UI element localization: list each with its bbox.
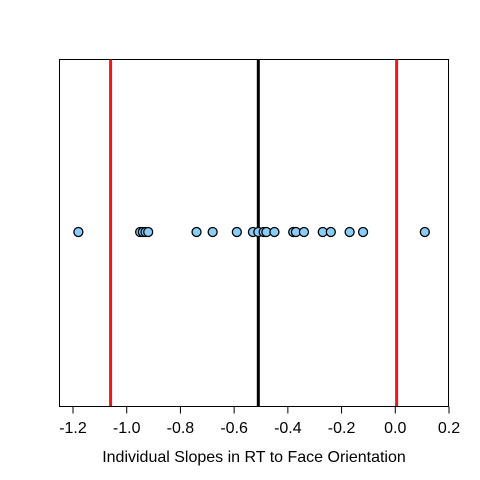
x-axis: -1.2 -1.0 -0.8 -0.6 -0.4 -0.2 0.0 0.2 <box>59 406 460 437</box>
data-point <box>73 226 84 238</box>
data-points <box>73 226 430 238</box>
x-tick-label: -0.8 <box>167 420 195 437</box>
x-tick-label: -0.2 <box>328 420 356 437</box>
data-point <box>191 226 202 238</box>
data-point <box>357 226 369 238</box>
x-tick-label: 0.0 <box>384 420 406 437</box>
data-point <box>419 226 430 238</box>
x-tick-label: -1.2 <box>59 420 87 437</box>
x-tick-label: -0.6 <box>220 420 248 437</box>
data-point <box>269 226 280 238</box>
data-point <box>231 226 242 238</box>
data-point <box>207 226 218 238</box>
data-point <box>325 226 336 238</box>
x-tick-label: -1.0 <box>113 420 141 437</box>
x-tick-label: 0.2 <box>438 420 460 437</box>
data-point <box>344 226 355 238</box>
x-axis-title: Individual Slopes in RT to Face Orientat… <box>102 449 406 466</box>
data-point <box>298 226 310 238</box>
x-tick-label: -0.4 <box>274 420 302 437</box>
data-point <box>143 226 154 238</box>
